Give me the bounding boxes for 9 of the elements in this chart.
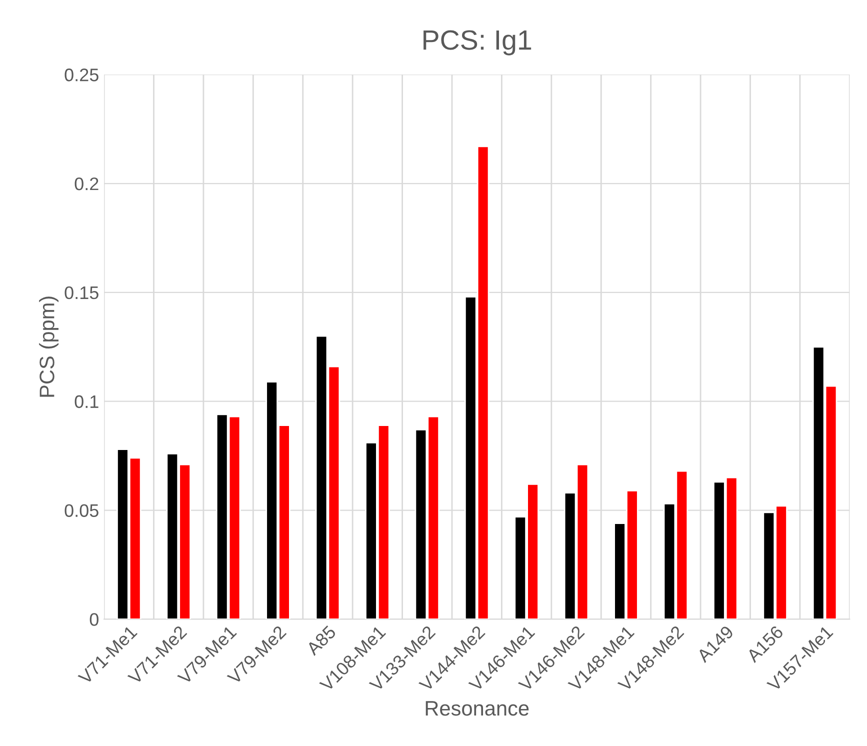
y-axis-title: PCS (ppm) xyxy=(39,296,58,397)
y-tick-label: 0.25 xyxy=(64,68,98,82)
y-tick-label: 0.2 xyxy=(74,177,98,190)
y-tick-label: 0.05 xyxy=(64,504,98,517)
x-axis-title: Resonance xyxy=(426,701,529,716)
chart-title: PCS: Ig1 xyxy=(424,30,532,56)
y-tick-label: 0 xyxy=(90,613,98,626)
y-tick-label: 0.15 xyxy=(64,286,98,300)
y-tick-label: 0.1 xyxy=(74,395,98,408)
